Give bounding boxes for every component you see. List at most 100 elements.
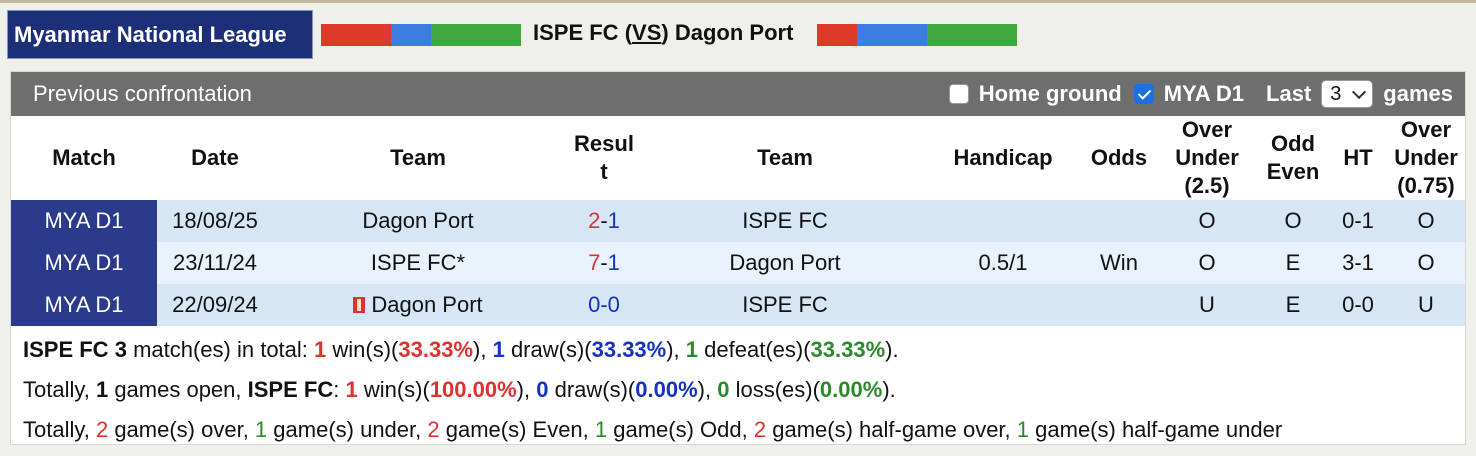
score-away: 1 (607, 250, 620, 275)
match-result[interactable]: 7-1 (563, 242, 645, 284)
away-team[interactable]: ISPE FC (645, 200, 925, 242)
match-competition[interactable]: MYA D1 (11, 242, 157, 284)
score-away: 0 (607, 292, 620, 317)
summary-win-pct: 100.00% (429, 377, 517, 402)
handicap (925, 284, 1081, 326)
bar-segment-green (431, 24, 521, 46)
col-team-away: Team (645, 116, 925, 200)
col-ou-line3: (2.5) (1184, 173, 1230, 198)
home-color-bar (321, 24, 521, 46)
score-away: 1 (607, 208, 620, 233)
summary-draws: 0 (536, 377, 549, 402)
home-team[interactable]: Dagon Port (371, 292, 483, 317)
league-filter-label[interactable]: MYA D1 (1163, 81, 1245, 106)
table-row: MYA D1 18/08/25 Dagon Port 2-1 ISPE FC O… (11, 200, 1465, 242)
home-team-cell[interactable]: Dagon Port (273, 284, 563, 326)
col-date: Date (157, 116, 273, 200)
summary-text: ). (885, 337, 899, 362)
col-handicap: Handicap (925, 116, 1081, 200)
summary-team: ISPE FC (23, 337, 109, 362)
score-home: 0 (588, 292, 601, 317)
away-team[interactable]: ISPE FC (645, 284, 925, 326)
summary-text: Totally, (23, 377, 96, 402)
chevron-down-icon (1352, 84, 1367, 100)
odds-result: Win (1081, 242, 1157, 284)
bar-segment-green (927, 24, 1017, 46)
odds-result (1081, 200, 1157, 242)
summary-text: Totally, (23, 417, 96, 442)
last-games-value: 3 (1330, 83, 1342, 105)
results-table: Match Date Team Resul t Team Handicap Odd… (11, 116, 1465, 326)
odd-even: E (1257, 242, 1329, 284)
score-sep: - (600, 292, 608, 317)
summary-goals-line: Totally, 2 game(s) over, 1 game(s) under… (23, 410, 1282, 450)
match-result[interactable]: 0-0 (563, 284, 645, 326)
table-header-row: Match Date Team Resul t Team Handicap Odd… (11, 116, 1465, 200)
summary-wins: 1 (345, 377, 358, 402)
summary-text: ), (473, 337, 493, 362)
bar-segment-blue (391, 24, 431, 46)
match-date: 18/08/25 (157, 200, 273, 242)
ht-over-under: O (1387, 242, 1465, 284)
col-ou-line1: Over (1181, 117, 1233, 142)
home-ground-checkbox[interactable] (948, 84, 969, 104)
home-team[interactable]: Dagon Port (273, 200, 563, 242)
summary-open-count: 1 (95, 377, 109, 402)
match-date: 22/09/24 (157, 284, 273, 326)
summary-text: ), (697, 377, 718, 402)
summary-text: game(s) Odd, (607, 417, 754, 442)
summary-match-count: 3 (114, 337, 127, 362)
games-label: games (1383, 81, 1453, 106)
col-htou-line1: Over (1400, 117, 1452, 142)
away-team[interactable]: Dagon Port (645, 242, 925, 284)
summary-text: game(s) under, (267, 417, 428, 442)
league-title[interactable]: Myanmar National League (7, 10, 313, 59)
summary-text: ), (666, 337, 686, 362)
summary-text: draw(s)( (548, 377, 636, 402)
table-row: MYA D1 22/09/24 Dagon Port 0-0 ISPE FC U… (11, 284, 1465, 326)
home-team[interactable]: ISPE FC* (273, 242, 563, 284)
odds-result (1081, 284, 1157, 326)
summary-text: match(es) in total: (126, 337, 315, 362)
summary-text: defeat(es)( (698, 337, 811, 362)
away-team-name[interactable]: Dagon Port (674, 20, 794, 45)
top-border-line (0, 0, 1476, 3)
col-team-home: Team (273, 116, 563, 200)
last-games-select[interactable]: 3 (1321, 80, 1374, 108)
half-time-score: 0-0 (1329, 284, 1387, 326)
handicap: 0.5/1 (925, 242, 1081, 284)
summary-hg-over: 2 (753, 417, 767, 442)
away-color-bar (817, 24, 1017, 46)
home-ground-label[interactable]: Home ground (978, 81, 1122, 106)
match-competition[interactable]: MYA D1 (11, 284, 157, 326)
ht-over-under: U (1387, 284, 1465, 326)
summary-block: ISPE FC 3 match(es) in total: 1 win(s)(3… (23, 330, 1282, 450)
ht-over-under: O (1387, 200, 1465, 242)
summary-open-line: Totally, 1 games open, ISPE FC: 1 win(s)… (23, 370, 1282, 410)
league-filter-checkbox[interactable] (1133, 84, 1154, 104)
home-team-name[interactable]: ISPE FC (533, 20, 619, 45)
half-time-score: 3-1 (1329, 242, 1387, 284)
summary-over: 2 (95, 417, 109, 442)
odd-even: O (1257, 200, 1329, 242)
summary-total-line: ISPE FC 3 match(es) in total: 1 win(s)(3… (23, 330, 1282, 370)
summary-text: game(s) half-game over, (766, 417, 1017, 442)
match-competition[interactable]: MYA D1 (11, 200, 157, 242)
col-odds: Odds (1081, 116, 1157, 200)
summary-wins: 1 (314, 337, 327, 362)
col-result: Resul t (563, 116, 645, 200)
vs-open: ( (624, 20, 633, 45)
match-result[interactable]: 2-1 (563, 200, 645, 242)
over-under: O (1157, 200, 1257, 242)
vs-close: ) (661, 20, 669, 45)
summary-even: 2 (427, 417, 440, 442)
vs-link[interactable]: VS (632, 20, 662, 45)
red-card-icon (353, 297, 366, 313)
summary-text: game(s) over, (108, 417, 255, 442)
summary-text: game(s) half-game under (1029, 417, 1283, 442)
summary-loss-pct: 0.00% (819, 377, 883, 402)
summary-draw-pct: 0.00% (635, 377, 698, 402)
summary-text: draw(s)( (504, 337, 592, 362)
score-home: 7 (588, 250, 601, 275)
summary-defeat-pct: 33.33% (810, 337, 886, 362)
